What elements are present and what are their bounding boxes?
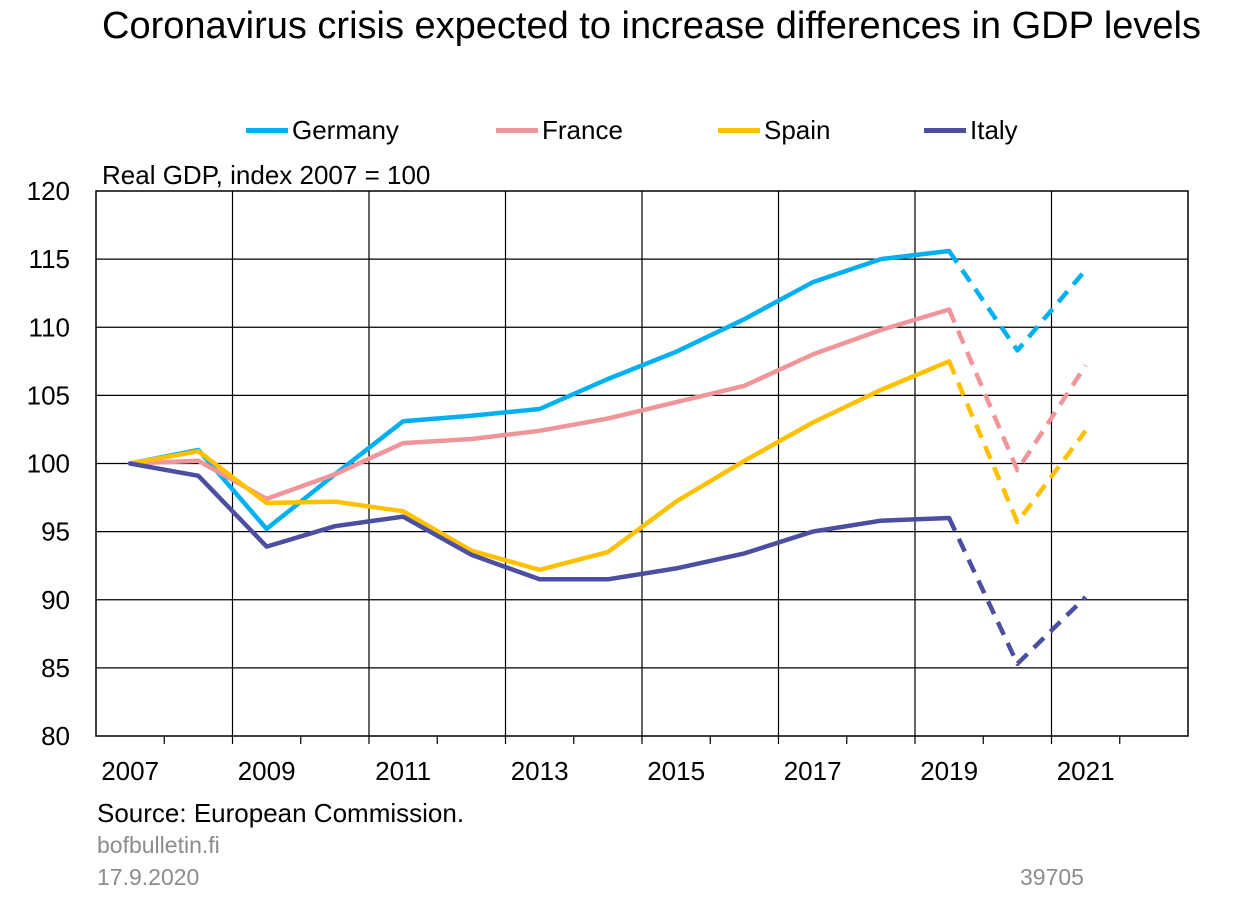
legend-label-france: France [542,115,623,145]
y-tick-label-85: 85 [41,653,70,683]
series-forecast-line-france [947,308,1088,473]
legend-item-france: France [496,112,623,148]
x-tick-label-2009: 2009 [238,756,296,786]
x-tick-label-2021: 2021 [1057,756,1115,786]
x-tick-label-2011: 2011 [375,756,431,786]
chart-code: 39705 [1020,864,1084,890]
legend-swatch-italy [924,127,966,133]
legend-label-italy: Italy [970,115,1018,145]
y-tick-label-120: 120 [27,176,70,206]
x-tick-label-2007: 2007 [101,756,159,786]
series-line-germany [127,248,952,532]
y-tick-label-90: 90 [41,585,70,615]
x-tick-label-2015: 2015 [647,756,705,786]
source-note: Source: European Commission. [97,798,465,828]
series-forecast-line-spain [947,360,1088,525]
series-line-france [127,307,952,502]
y-tick-label-110: 110 [29,312,70,342]
legend-swatch-germany [246,127,288,133]
chart-title: Coronavirus crisis expected to increase … [102,5,1201,47]
legend-swatch-france [496,127,538,133]
y-tick-label-115: 115 [29,244,70,274]
series-forecast-line-germany [947,249,1088,353]
chart-subtitle: Real GDP, index 2007 = 100 [102,160,431,190]
plot-area [95,190,1189,737]
y-tick-label-105: 105 [27,380,70,410]
legend-item-germany: Germany [246,112,399,148]
legend-item-italy: Italy [924,112,1018,148]
series-line-spain [127,359,952,573]
site-label: bofbulletin.fi [97,832,220,858]
legend-swatch-spain [718,127,760,133]
series-forecast-line-italy [947,517,1088,667]
series-line-italy [127,461,952,582]
y-tick-label-95: 95 [41,517,70,547]
legend: Germany France Spain Italy [0,112,1246,148]
x-tick-label-2017: 2017 [784,756,842,786]
date-label: 17.9.2020 [97,864,200,890]
y-tick-label-80: 80 [41,721,70,751]
x-tick-label-2019: 2019 [920,756,978,786]
y-tick-label-100: 100 [27,449,70,479]
legend-item-spain: Spain [718,112,831,148]
x-tick-label-2013: 2013 [511,756,569,786]
legend-label-spain: Spain [764,115,831,145]
legend-label-germany: Germany [292,115,399,145]
